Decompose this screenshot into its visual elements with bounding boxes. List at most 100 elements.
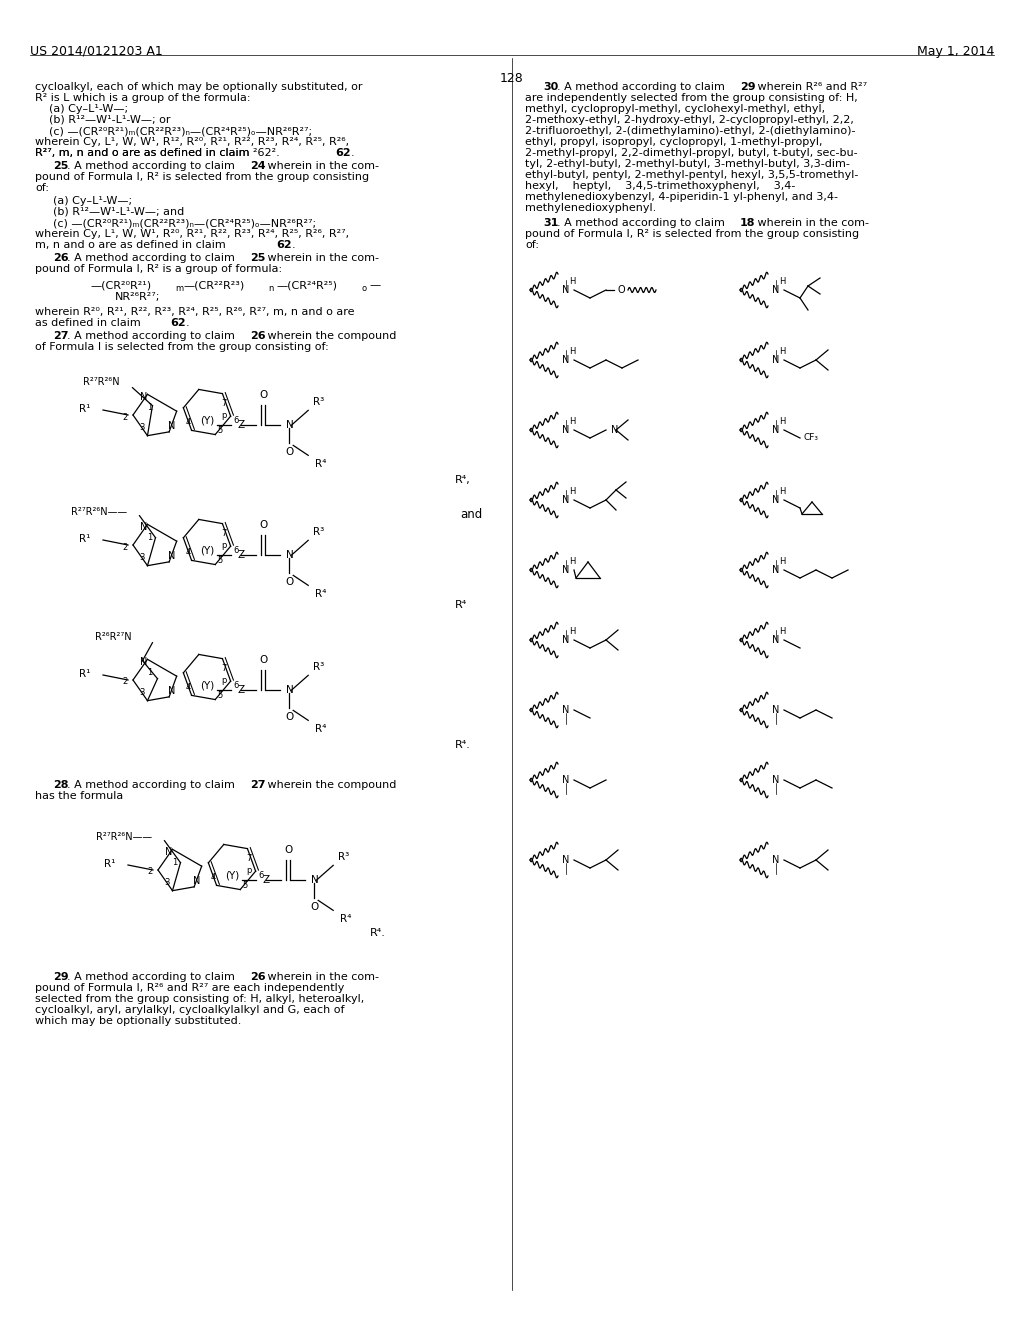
Text: 4: 4 bbox=[186, 548, 191, 557]
Text: .: . bbox=[292, 240, 296, 249]
Text: 26: 26 bbox=[250, 331, 265, 341]
Text: (c) —(CR²⁰R²¹)ₘ(CR²²R²³)ₙ—(CR²⁴R²⁵)ₒ—NR²⁶R²⁷;: (c) —(CR²⁰R²¹)ₘ(CR²²R²³)ₙ—(CR²⁴R²⁵)ₒ—NR²… bbox=[35, 125, 312, 136]
Text: N: N bbox=[772, 775, 779, 785]
Text: pound of Formula I, R² is a group of formula:: pound of Formula I, R² is a group of for… bbox=[35, 264, 283, 275]
Text: wherein in the com-: wherein in the com- bbox=[264, 161, 379, 172]
Text: (Y): (Y) bbox=[200, 681, 214, 690]
Text: 29: 29 bbox=[53, 972, 69, 982]
Text: .: . bbox=[351, 148, 354, 158]
Text: methylenedioxyphenyl.: methylenedioxyphenyl. bbox=[525, 203, 656, 213]
Text: 62: 62 bbox=[276, 240, 292, 249]
Text: . A method according to claim: . A method according to claim bbox=[67, 780, 239, 789]
Text: R²⁷, m, n and o are as defined in claim: R²⁷, m, n and o are as defined in claim bbox=[35, 148, 253, 158]
Text: N: N bbox=[772, 495, 779, 506]
Text: ethyl-butyl, pentyl, 2-methyl-pentyl, hexyl, 3,5,5-tromethyl-: ethyl-butyl, pentyl, 2-methyl-pentyl, he… bbox=[525, 170, 858, 180]
Text: R⁴: R⁴ bbox=[455, 601, 467, 610]
Text: . A method according to claim: . A method according to claim bbox=[67, 253, 239, 263]
Text: 7: 7 bbox=[247, 854, 252, 863]
Text: ethyl, propyl, isopropyl, cyclopropyl, 1-methyl-propyl,: ethyl, propyl, isopropyl, cyclopropyl, 1… bbox=[525, 137, 822, 147]
Text: 3: 3 bbox=[165, 878, 170, 887]
Text: N: N bbox=[562, 285, 569, 294]
Text: hexyl,    heptyl,    3,4,5-trimethoxyphenyl,    3,4-: hexyl, heptyl, 3,4,5-trimethoxyphenyl, 3… bbox=[525, 181, 796, 191]
Text: 128: 128 bbox=[500, 73, 524, 84]
Text: H: H bbox=[568, 346, 575, 355]
Text: (Y): (Y) bbox=[200, 545, 214, 556]
Text: N: N bbox=[169, 421, 176, 430]
Text: N: N bbox=[772, 565, 779, 576]
Text: N: N bbox=[772, 355, 779, 366]
Text: R² is L which is a group of the formula:: R² is L which is a group of the formula: bbox=[35, 92, 251, 103]
Text: N: N bbox=[169, 686, 176, 696]
Text: US 2014/0121203 A1: US 2014/0121203 A1 bbox=[30, 45, 163, 58]
Text: 30: 30 bbox=[543, 82, 558, 92]
Text: O: O bbox=[259, 391, 267, 400]
Text: of:: of: bbox=[35, 183, 49, 193]
Text: R⁴: R⁴ bbox=[315, 725, 327, 734]
Text: (a) Cy–L¹-W—;: (a) Cy–L¹-W—; bbox=[53, 195, 132, 206]
Text: H: H bbox=[779, 276, 785, 285]
Text: 5: 5 bbox=[217, 426, 223, 436]
Text: Z: Z bbox=[238, 550, 245, 561]
Text: m, n and o are as defined in claim: m, n and o are as defined in claim bbox=[35, 240, 229, 249]
Text: o: o bbox=[361, 284, 367, 293]
Text: 3: 3 bbox=[140, 553, 145, 562]
Text: wherein R²⁰, R²¹, R²², R²³, R²⁴, R²⁵, R²⁶, R²⁷, m, n and o are: wherein R²⁰, R²¹, R²², R²³, R²⁴, R²⁵, R²… bbox=[35, 308, 354, 317]
Text: H: H bbox=[779, 557, 785, 565]
Text: N: N bbox=[611, 425, 618, 436]
Text: (Y): (Y) bbox=[200, 416, 214, 425]
Text: which may be optionally substituted.: which may be optionally substituted. bbox=[35, 1016, 242, 1026]
Text: 2: 2 bbox=[123, 677, 128, 686]
Text: O: O bbox=[259, 655, 267, 665]
Text: H: H bbox=[779, 346, 785, 355]
Text: R³: R³ bbox=[313, 397, 325, 408]
Text: May 1, 2014: May 1, 2014 bbox=[916, 45, 994, 58]
Text: 2: 2 bbox=[123, 412, 128, 421]
Text: n: n bbox=[268, 284, 273, 293]
Text: N: N bbox=[562, 635, 569, 645]
Text: 27: 27 bbox=[250, 780, 265, 789]
Text: N: N bbox=[140, 523, 147, 532]
Text: (b) R¹²—W¹-L¹-W—; or: (b) R¹²—W¹-L¹-W—; or bbox=[35, 115, 171, 125]
Text: N: N bbox=[562, 705, 569, 715]
Text: H: H bbox=[568, 276, 575, 285]
Text: 5: 5 bbox=[217, 556, 223, 565]
Text: —: — bbox=[369, 280, 380, 290]
Text: N: N bbox=[194, 876, 201, 886]
Text: 26: 26 bbox=[53, 253, 69, 263]
Text: selected from the group consisting of: H, alkyl, heteroalkyl,: selected from the group consisting of: H… bbox=[35, 994, 365, 1005]
Text: —(CR²⁴R²⁵): —(CR²⁴R²⁵) bbox=[276, 280, 337, 290]
Text: wherein the compound: wherein the compound bbox=[264, 780, 396, 789]
Text: O: O bbox=[285, 713, 293, 722]
Text: as defined in claim: as defined in claim bbox=[35, 318, 144, 327]
Text: wherein Cy, L¹, W, W¹, R¹², R²⁰, R²¹, R²², R²³, R²⁴, R²⁵, R²⁶,: wherein Cy, L¹, W, W¹, R¹², R²⁰, R²¹, R²… bbox=[35, 137, 349, 147]
Text: N: N bbox=[562, 495, 569, 506]
Text: . A method according to claim: . A method according to claim bbox=[557, 82, 728, 92]
Text: N: N bbox=[287, 550, 294, 561]
Text: 5: 5 bbox=[243, 880, 248, 890]
Text: R¹: R¹ bbox=[79, 669, 90, 678]
Text: 3: 3 bbox=[140, 688, 145, 697]
Text: R²⁷, m, n and o are as defined in claim ²62².: R²⁷, m, n and o are as defined in claim … bbox=[35, 148, 280, 158]
Text: are independently selected from the group consisting of: H,: are independently selected from the grou… bbox=[525, 92, 858, 103]
Text: H: H bbox=[568, 557, 575, 565]
Text: . A method according to claim: . A method according to claim bbox=[67, 161, 239, 172]
Text: H: H bbox=[568, 487, 575, 495]
Text: Z: Z bbox=[238, 420, 245, 430]
Text: R²⁶R²⁷N: R²⁶R²⁷N bbox=[95, 632, 131, 642]
Text: 2-methoxy-ethyl, 2-hydroxy-ethyl, 2-cyclopropyl-ethyl, 2,2,: 2-methoxy-ethyl, 2-hydroxy-ethyl, 2-cycl… bbox=[525, 115, 854, 125]
Text: N: N bbox=[772, 425, 779, 436]
Text: N: N bbox=[772, 285, 779, 294]
Text: wherein the compound: wherein the compound bbox=[264, 331, 396, 341]
Text: —(CR²⁰R²¹): —(CR²⁰R²¹) bbox=[90, 280, 152, 290]
Text: 26: 26 bbox=[250, 972, 265, 982]
Text: m: m bbox=[175, 284, 183, 293]
Text: cycloalkyl, aryl, arylalkyl, cycloalkylalkyl and G, each of: cycloalkyl, aryl, arylalkyl, cycloalkyla… bbox=[35, 1005, 344, 1015]
Text: —(CR²²R²³): —(CR²²R²³) bbox=[183, 280, 245, 290]
Text: 25: 25 bbox=[250, 253, 265, 263]
Text: 1: 1 bbox=[146, 668, 153, 677]
Text: N: N bbox=[772, 705, 779, 715]
Text: R²⁷R²⁶N: R²⁷R²⁶N bbox=[83, 376, 120, 387]
Text: H: H bbox=[779, 417, 785, 425]
Text: of Formula I is selected from the group consisting of:: of Formula I is selected from the group … bbox=[35, 342, 329, 352]
Text: CF₃: CF₃ bbox=[803, 433, 818, 442]
